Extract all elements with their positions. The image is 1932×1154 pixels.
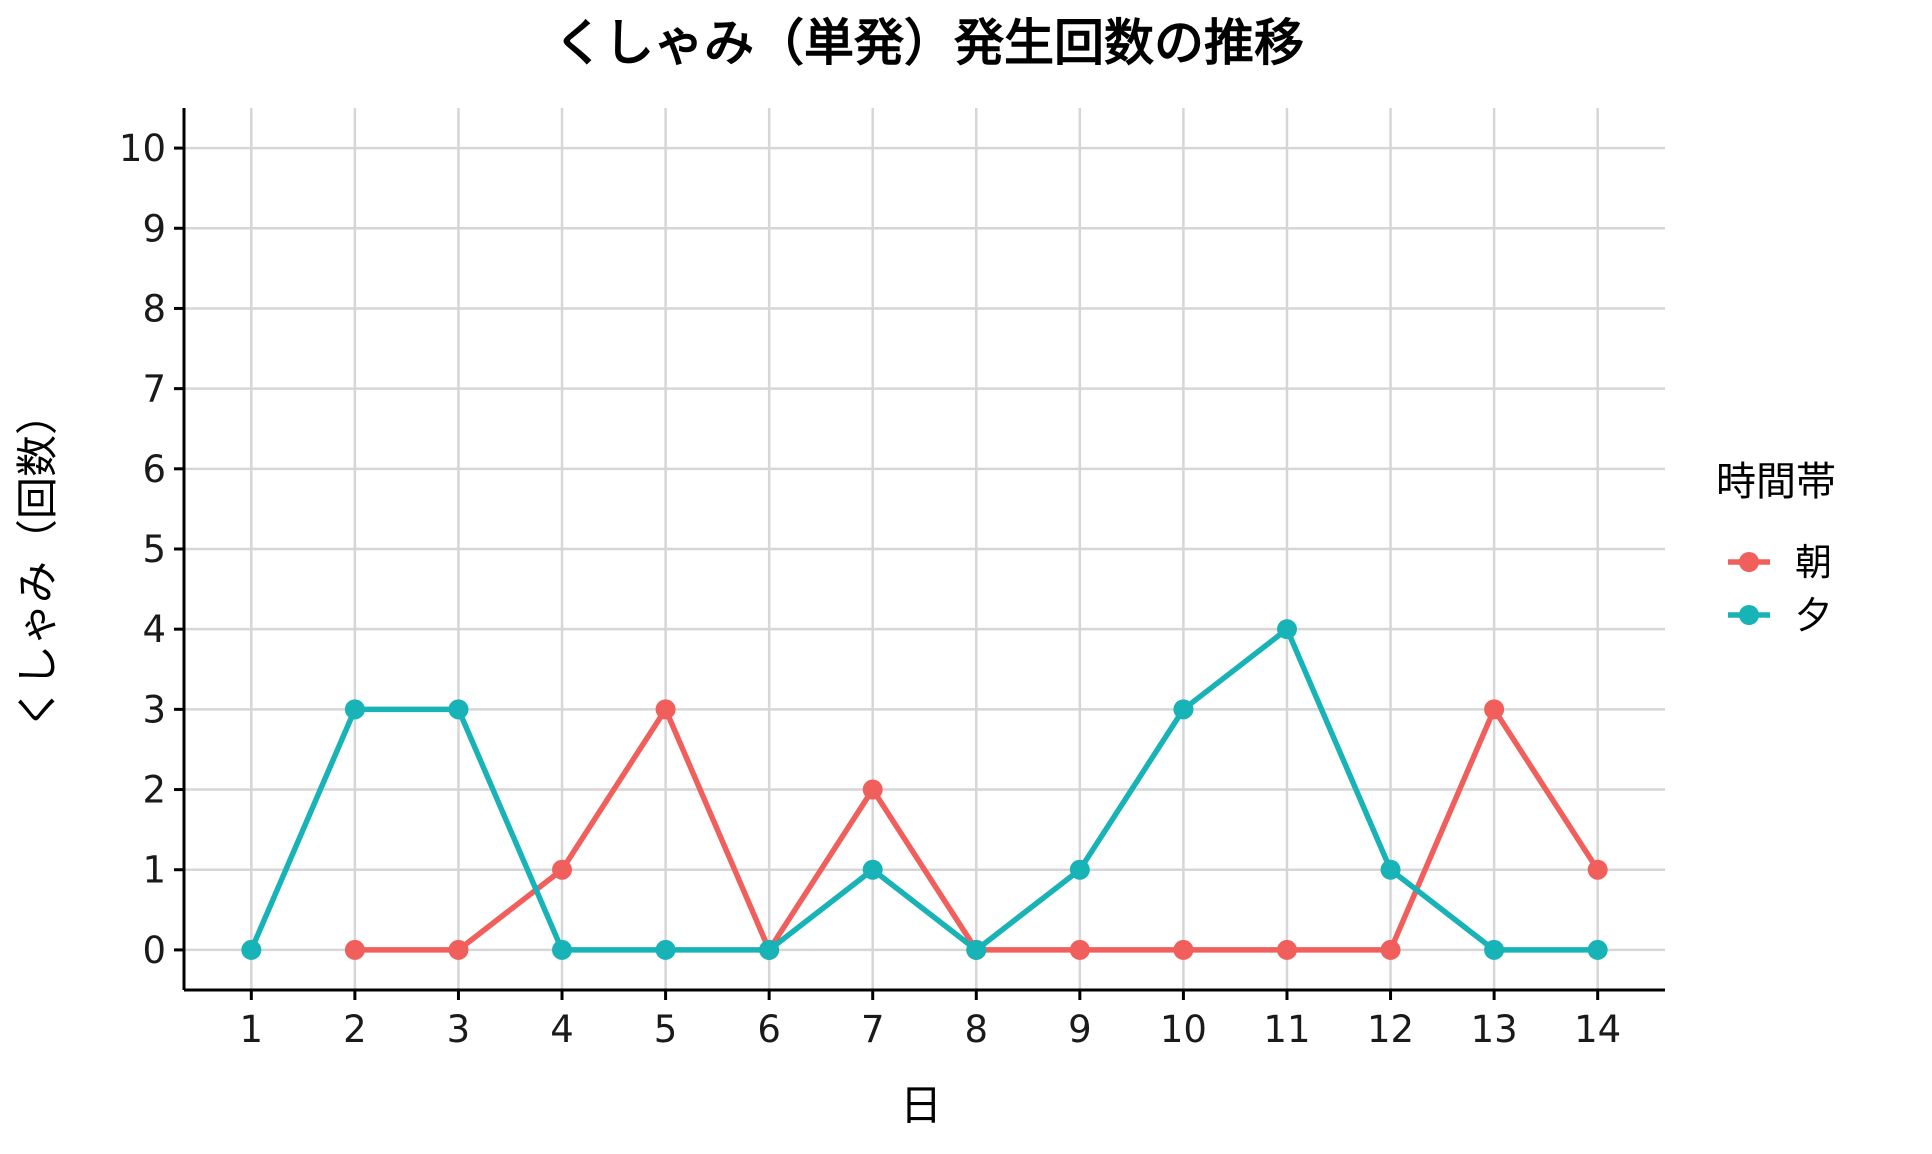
x-tick-label: 4	[550, 1008, 574, 1051]
x-tick-label: 9	[1068, 1008, 1092, 1051]
legend-label: 朝	[1795, 541, 1832, 584]
x-tick-label: 2	[343, 1008, 367, 1051]
chart-title: くしゃみ（単発）発生回数の推移	[554, 14, 1304, 72]
y-tick-label: 9	[142, 207, 166, 250]
data-point	[1276, 619, 1297, 640]
data-point	[448, 939, 469, 960]
data-point	[1484, 939, 1505, 960]
data-point	[1587, 859, 1608, 880]
y-tick-label: 0	[142, 929, 166, 972]
y-tick-label: 6	[142, 448, 166, 491]
series-lines	[241, 619, 1608, 960]
legend-key-point	[1739, 552, 1759, 572]
y-tick-label: 7	[142, 368, 166, 411]
data-point	[241, 939, 262, 960]
data-point	[1069, 859, 1090, 880]
legend-key-point	[1739, 605, 1759, 625]
y-tick-label: 2	[142, 769, 166, 812]
legend-label: 夕	[1795, 594, 1832, 637]
x-tick-label: 14	[1574, 1008, 1621, 1051]
y-axis-ticks: 0 1 2 3 4 5 6 7 8 9 10	[119, 127, 184, 972]
data-point	[344, 699, 365, 720]
y-tick-label: 10	[119, 127, 166, 170]
data-point	[1173, 699, 1194, 720]
series-group	[241, 619, 1608, 960]
grid	[184, 108, 1665, 990]
x-tick-label: 8	[965, 1008, 989, 1051]
legend-item: 夕	[1728, 594, 1832, 637]
y-tick-label: 1	[142, 849, 166, 892]
x-tick-label: 3	[447, 1008, 471, 1051]
y-tick-label: 3	[142, 688, 166, 731]
data-point	[862, 779, 883, 800]
y-tick-label: 8	[142, 287, 166, 330]
x-tick-label: 1	[240, 1008, 264, 1051]
x-tick-label: 5	[654, 1008, 678, 1051]
x-tick-label: 12	[1367, 1008, 1414, 1051]
data-point	[862, 859, 883, 880]
x-tick-label: 11	[1263, 1008, 1310, 1051]
data-point	[448, 699, 469, 720]
data-point	[655, 939, 676, 960]
x-tick-label: 13	[1471, 1008, 1518, 1051]
data-point	[1173, 939, 1194, 960]
data-point	[344, 939, 365, 960]
y-axis-label: くしゃみ（回数）	[13, 393, 62, 729]
x-axis-ticks: 1 2 3 4 5 6 7 8 9 10 11 12 13 14	[240, 990, 1621, 1051]
y-tick-label: 4	[142, 608, 166, 651]
data-point	[1069, 939, 1090, 960]
legend: 時間帯 朝夕	[1716, 459, 1836, 637]
x-axis-label: 日	[900, 1081, 942, 1130]
data-point	[655, 699, 676, 720]
y-tick-label: 5	[142, 528, 166, 571]
legend-title: 時間帯	[1716, 459, 1836, 505]
data-point	[1380, 859, 1401, 880]
data-point	[552, 859, 573, 880]
series-line	[248, 626, 1601, 953]
x-tick-label: 6	[757, 1008, 781, 1051]
data-point	[1276, 939, 1297, 960]
data-point	[966, 939, 987, 960]
legend-item: 朝	[1728, 541, 1832, 584]
data-point	[552, 939, 573, 960]
x-tick-label: 10	[1160, 1008, 1207, 1051]
data-point	[1380, 939, 1401, 960]
data-point	[1587, 939, 1608, 960]
data-point	[759, 939, 780, 960]
data-point	[1484, 699, 1505, 720]
x-tick-label: 7	[861, 1008, 885, 1051]
